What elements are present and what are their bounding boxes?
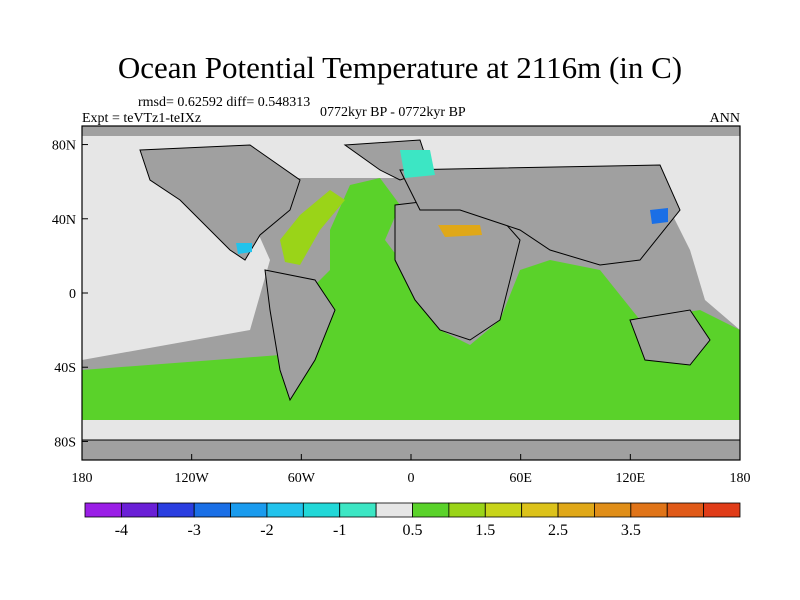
colorbar-box-4 [230,502,268,518]
y-tick-label-2: 0 [69,287,76,302]
colorbar-box-11 [484,502,523,518]
region-north-pacific-west [660,178,740,330]
colorbar-box-9 [412,502,450,518]
region-global-deep-ocean [82,178,740,420]
colorbar-box-8 [375,502,413,518]
colorbar-box-7 [339,502,377,518]
colorbar-box-14 [594,502,632,518]
region-greenland-norwegian-seas [400,150,435,178]
x-tick-label-2: 60W [288,471,316,486]
x-tick-label-3: 0 [408,471,415,486]
colorbar-label-7: 3.5 [621,522,641,539]
colorbar-box-15 [630,502,668,518]
season-label: ANN [709,111,740,126]
colorbar-box-13 [557,502,595,518]
region-mediterranean [438,225,482,237]
y-tick-label-0: 80N [52,139,76,154]
chart-title: Ocean Potential Temperature at 2116m (in… [117,50,683,85]
colorbar-box-1 [120,502,159,518]
experiment-label: Expt = teVTz1-teIXz [82,111,202,126]
region-north-atlantic-western-boundary [280,190,345,265]
region-gulf-of-mexico [236,243,252,254]
colorbar-box-3 [193,502,231,518]
land-south-america [264,269,336,402]
colorbar-box-12 [521,502,559,518]
region-japan-sea [650,208,668,224]
colorbar: -4 -3 -2 -1 0.5 1.5 2.5 3.5 [84,502,741,539]
stats-line: rmsd= 0.62592 diff= 0.548313 [138,95,311,110]
land-eurasia [399,164,681,266]
x-tick-label-1: 120W [175,471,210,486]
colorbar-label-3: -1 [333,522,346,539]
x-tick-label-5: 120E [616,471,646,486]
colorbar-box-10 [448,502,486,518]
map-axes: 180 120W 60W 0 60E 120E 180 80N 40N 0 40S 80S [52,139,751,486]
colorbar-box-0 [84,502,122,518]
colorbar-label-4: 0.5 [403,522,423,539]
y-tick-label-1: 40N [52,213,76,228]
x-tick-label-0: 180 [72,471,93,486]
land-north-america [139,144,301,261]
y-tick-label-3: 40S [54,361,76,376]
colorbar-box-17 [703,502,741,518]
colorbar-box-2 [157,502,195,518]
x-tick-label-4: 60E [509,471,532,486]
colorbar-label-2: -2 [260,522,273,539]
y-tick-label-4: 80S [54,435,76,450]
land-australia [629,309,711,366]
colorbar-label-6: 2.5 [548,522,568,539]
colorbar-label-1: -3 [188,522,201,539]
land-antarctica [82,439,740,460]
colorbar-box-6 [302,502,341,518]
colorbar-label-0: -4 [115,522,128,539]
x-tick-label-6: 180 [730,471,751,486]
colorbar-box-5 [266,502,304,518]
colorbar-label-5: 1.5 [475,522,495,539]
colorbar-box-16 [666,502,705,518]
period-label: 0772kyr BP - 0772kyr BP [320,105,466,120]
